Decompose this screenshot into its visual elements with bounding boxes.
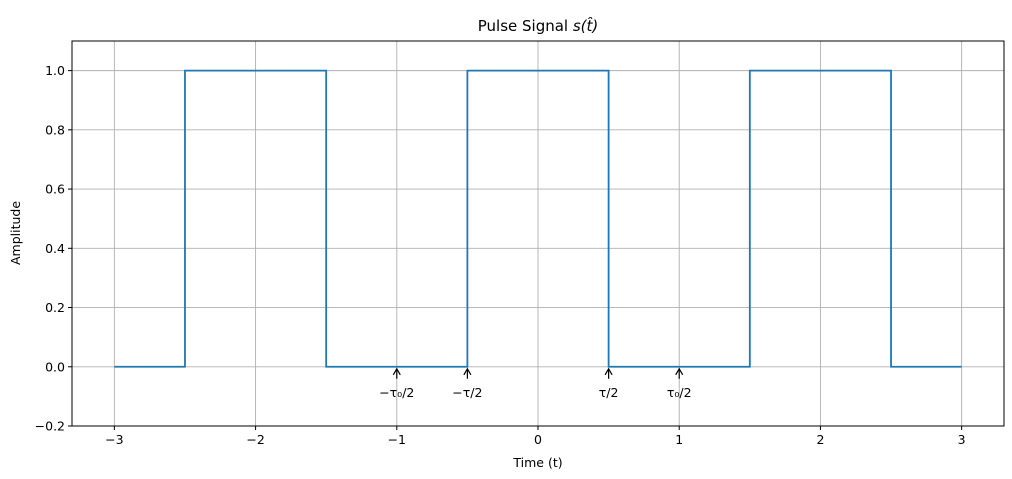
annotation-label: −τ/2 [452,385,482,400]
x-axis-label: Time (t) [512,455,562,470]
x-tick-label: −2 [246,432,264,447]
pulse-series-line [114,69,962,368]
y-tick-label: 0.8 [45,122,65,137]
annotation-label: τ₀/2 [667,385,692,400]
y-tick-label: 0.4 [45,241,65,256]
chart-title-math: s(t̂) [573,16,598,35]
annotation-arrow-head [463,367,472,376]
annotation-arrow-head [675,367,684,376]
x-tick-label: 3 [958,432,966,447]
chart-title-main: Pulse Signal [478,17,573,35]
x-tick-label: 0 [534,432,542,447]
grid [72,41,1004,427]
y-tick-label: 1.0 [45,63,65,78]
y-tick-label: 0.0 [45,359,65,374]
annotations: −τ₀/2 −τ/2 τ/2 τ₀/2 [379,367,692,400]
chart-title: Pulse Signal s(t̂) [478,16,599,35]
x-tick-label: 1 [675,432,683,447]
annotation: τ/2 [599,367,619,400]
annotation: τ₀/2 [667,367,692,400]
x-tick-label: −1 [388,432,406,447]
y-tick-label: 0.6 [45,182,65,197]
y-tick-label: 0.2 [45,300,65,315]
annotation: −τ/2 [452,367,482,400]
annotation-arrow-head [604,367,613,376]
annotation: −τ₀/2 [379,367,414,400]
x-tick-label: 2 [816,432,824,447]
x-tick-label: −3 [105,432,123,447]
annotation-label: τ/2 [599,385,619,400]
series-layer [114,69,962,368]
ticks: −3 −2 −1 0 1 2 3 −0.2 0.0 0.2 0.4 0.6 0.8 1.0 [35,63,966,447]
y-tick-label: −0.2 [35,419,65,434]
annotation-arrow-head [392,367,401,376]
annotation-label: −τ₀/2 [379,385,414,400]
y-axis-label: Amplitude [8,201,23,265]
